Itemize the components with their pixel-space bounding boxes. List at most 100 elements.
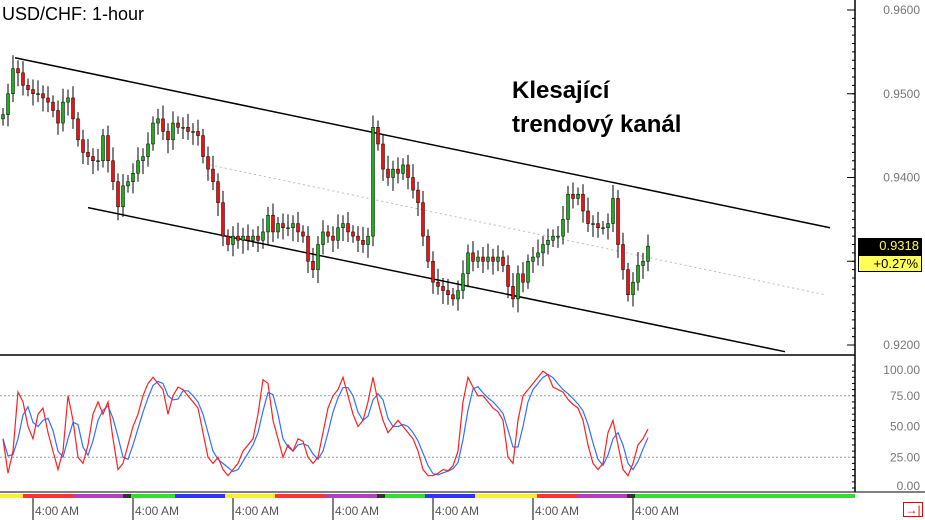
candle-body: [361, 240, 365, 245]
candle-body: [631, 281, 635, 295]
candle-body: [191, 131, 195, 133]
candle-body: [336, 227, 340, 241]
channel-upper-line: [14, 57, 831, 229]
candle-body: [376, 127, 380, 145]
candle-body: [606, 223, 610, 228]
session-band-segment: [425, 494, 475, 498]
candle-body: [271, 214, 275, 233]
candle-body: [511, 286, 515, 300]
candle-body: [516, 273, 520, 300]
candle-body: [536, 252, 540, 258]
candle-body: [521, 273, 525, 283]
candle-body: [541, 244, 545, 254]
candle-body: [136, 160, 140, 174]
candle-body: [486, 256, 490, 262]
time-tick-label: 4:00 AM: [135, 504, 179, 518]
candle-body: [61, 101, 65, 124]
candle-body: [381, 143, 385, 170]
candle-body: [641, 261, 645, 266]
candle-body: [601, 227, 605, 229]
candle-body: [576, 194, 580, 199]
candle-body: [616, 198, 620, 245]
annotation-line-1: Klesající: [512, 77, 610, 104]
candle-body: [346, 223, 350, 233]
candle-body: [166, 131, 170, 141]
candle-body: [341, 223, 345, 228]
scroll-to-end-button[interactable]: →|: [903, 502, 923, 517]
candle-body: [411, 177, 415, 191]
candle-body: [291, 223, 295, 228]
candle-body: [526, 261, 530, 283]
session-band-segment: [377, 494, 385, 498]
session-band-segment: [325, 494, 377, 498]
candle-body: [46, 97, 50, 103]
session-band-segment: [537, 494, 577, 498]
candle-body: [16, 68, 20, 74]
candle-body: [596, 223, 600, 228]
session-band-segment: [627, 494, 635, 498]
candle-body: [21, 72, 25, 86]
stoch-tick-label: 0.00: [897, 479, 921, 493]
stoch-tick-label: 100.00: [883, 363, 920, 377]
candle-body: [111, 160, 115, 182]
candle-body: [126, 181, 130, 187]
annotation: Klesající trendový kanál: [512, 74, 681, 142]
candle-body: [151, 122, 155, 145]
candle-body: [56, 110, 60, 124]
candle-body: [71, 97, 75, 120]
candle-body: [211, 168, 215, 182]
candle-body: [106, 135, 110, 161]
candle-body: [171, 122, 175, 141]
candle-body: [1, 114, 5, 120]
session-band-segment: [577, 494, 627, 498]
candle-body: [156, 118, 160, 124]
candle-body: [81, 139, 85, 153]
candle-body: [181, 127, 185, 129]
session-band-segment: [23, 494, 73, 498]
session-band-segment: [123, 494, 131, 498]
candle-body: [266, 214, 270, 233]
price-tick-label: 0.9200: [883, 338, 920, 352]
candle-body: [76, 118, 80, 141]
candle-body: [431, 261, 435, 283]
candle-body: [331, 235, 335, 241]
annotation-line-2: trendový kanál: [512, 111, 682, 138]
candle-body: [96, 160, 100, 162]
candle-body: [456, 290, 460, 300]
change-label: +0.27%: [858, 255, 922, 272]
candle-body: [66, 97, 70, 103]
candle-body: [86, 152, 90, 157]
candle-body: [426, 235, 430, 262]
candle-body: [321, 231, 325, 245]
candle-body: [551, 235, 555, 241]
candle-body: [571, 194, 575, 199]
candle-body: [461, 273, 465, 291]
candle-body: [281, 223, 285, 228]
session-band-segment: [385, 494, 425, 498]
candle-body: [436, 281, 440, 287]
candle-body: [91, 156, 95, 161]
candle-body: [186, 127, 190, 132]
candle-body: [531, 256, 535, 262]
candle-body: [311, 261, 315, 270]
candle-body: [301, 231, 305, 237]
candle-body: [286, 227, 290, 229]
time-tick-label: 4:00 AM: [435, 504, 479, 518]
candle-body: [216, 181, 220, 203]
candle-body: [406, 164, 410, 178]
candle-body: [371, 127, 375, 237]
stoch-tick-label: 50.00: [890, 420, 920, 434]
time-tick-label: 4:00 AM: [35, 504, 79, 518]
candle-body: [476, 256, 480, 262]
time-tick-label: 4:00 AM: [635, 504, 679, 518]
session-band-segment: [175, 494, 225, 498]
candle-body: [416, 189, 420, 203]
session-band-segment: [635, 494, 855, 498]
candle-body: [636, 265, 640, 283]
candle-body: [386, 168, 390, 178]
candle-body: [11, 68, 15, 94]
candle-body: [396, 168, 400, 174]
session-band-segment: [0, 494, 23, 498]
session-band-segment: [225, 494, 275, 498]
